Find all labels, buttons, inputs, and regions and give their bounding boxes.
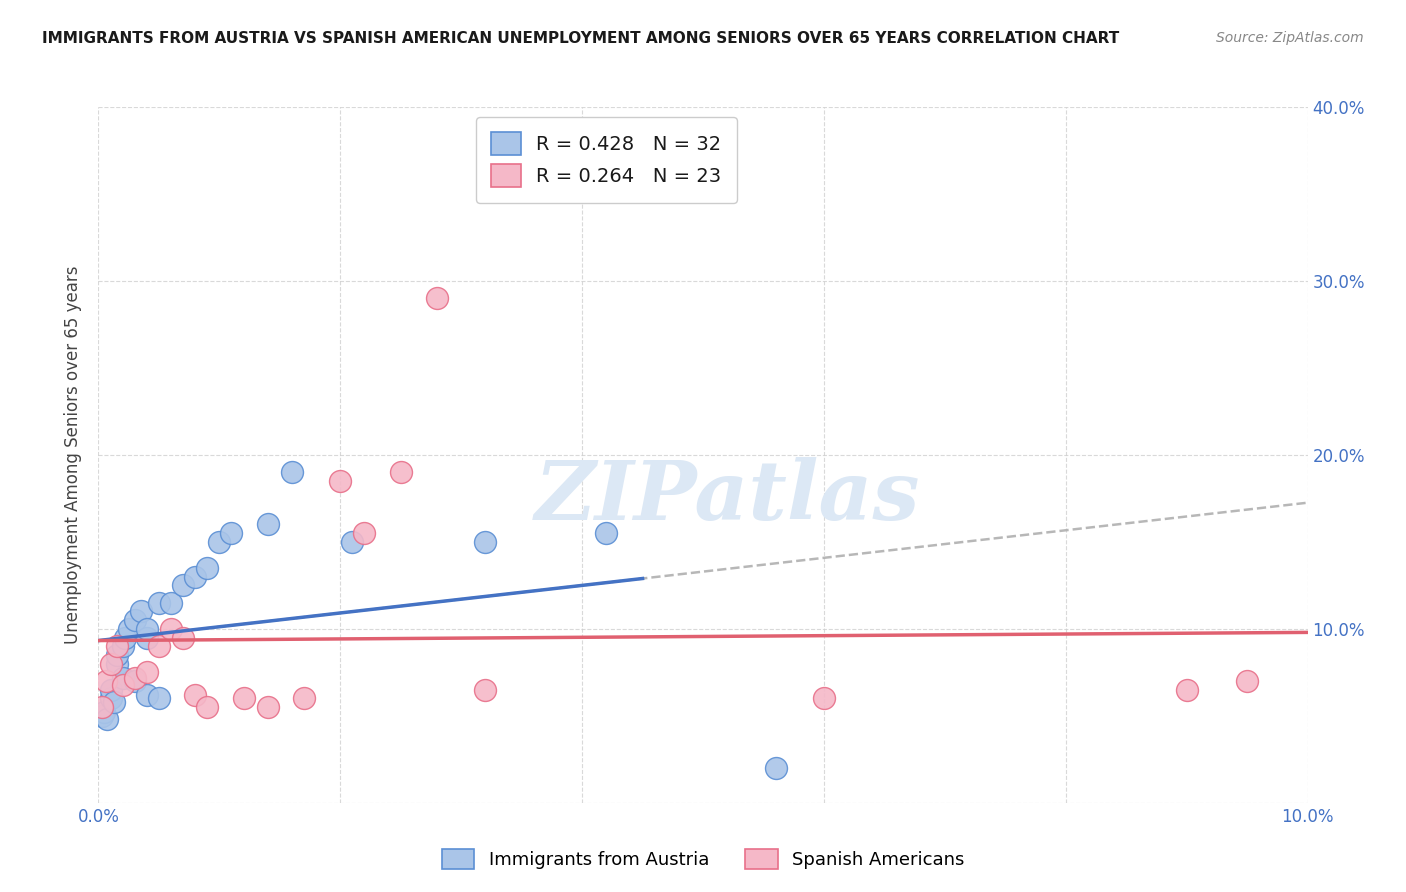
Point: [342, 534, 364, 549]
Point: [195, 561, 218, 575]
Point: [94, 674, 117, 689]
Point: [184, 688, 207, 702]
Point: [256, 517, 278, 532]
Point: [195, 700, 218, 714]
Point: [135, 688, 157, 702]
Point: [595, 526, 617, 541]
Point: [105, 639, 128, 653]
Point: [135, 665, 157, 680]
Point: [100, 682, 122, 697]
Point: [426, 291, 449, 305]
Point: [172, 631, 194, 645]
Text: Source: ZipAtlas.com: Source: ZipAtlas.com: [1216, 31, 1364, 45]
Point: [135, 622, 157, 636]
Point: [389, 466, 412, 480]
Point: [124, 674, 146, 689]
Point: [91, 708, 114, 723]
Point: [105, 657, 128, 671]
Point: [474, 682, 496, 697]
Point: [129, 605, 152, 619]
Point: [329, 474, 352, 488]
Point: [96, 712, 118, 726]
Point: [292, 691, 315, 706]
Point: [1175, 682, 1198, 697]
Point: [118, 622, 141, 636]
Point: [100, 691, 122, 706]
Text: IMMIGRANTS FROM AUSTRIA VS SPANISH AMERICAN UNEMPLOYMENT AMONG SENIORS OVER 65 Y: IMMIGRANTS FROM AUSTRIA VS SPANISH AMERI…: [42, 31, 1119, 46]
Point: [148, 691, 170, 706]
Point: [184, 570, 207, 584]
Point: [114, 631, 136, 645]
Point: [103, 695, 125, 709]
Point: [256, 700, 278, 714]
Point: [135, 631, 157, 645]
Point: [221, 526, 243, 541]
Point: [111, 639, 134, 653]
Point: [160, 596, 183, 610]
Legend: Immigrants from Austria, Spanish Americans: Immigrants from Austria, Spanish America…: [433, 839, 973, 879]
Point: [172, 578, 194, 592]
Point: [111, 677, 134, 691]
Point: [148, 639, 170, 653]
Legend: R = 0.428   N = 32, R = 0.264   N = 23: R = 0.428 N = 32, R = 0.264 N = 23: [475, 117, 737, 202]
Point: [281, 466, 304, 480]
Point: [124, 671, 146, 685]
Point: [124, 613, 146, 627]
Point: [208, 534, 231, 549]
Y-axis label: Unemployment Among Seniors over 65 years: Unemployment Among Seniors over 65 years: [65, 266, 83, 644]
Point: [813, 691, 835, 706]
Point: [91, 700, 114, 714]
Point: [160, 622, 183, 636]
Point: [474, 534, 496, 549]
Point: [148, 596, 170, 610]
Point: [353, 526, 375, 541]
Point: [105, 648, 128, 662]
Point: [765, 761, 787, 775]
Point: [1236, 674, 1258, 689]
Text: ZIPatlas: ZIPatlas: [534, 457, 920, 537]
Point: [111, 671, 134, 685]
Point: [232, 691, 254, 706]
Point: [100, 657, 122, 671]
Point: [93, 706, 115, 720]
